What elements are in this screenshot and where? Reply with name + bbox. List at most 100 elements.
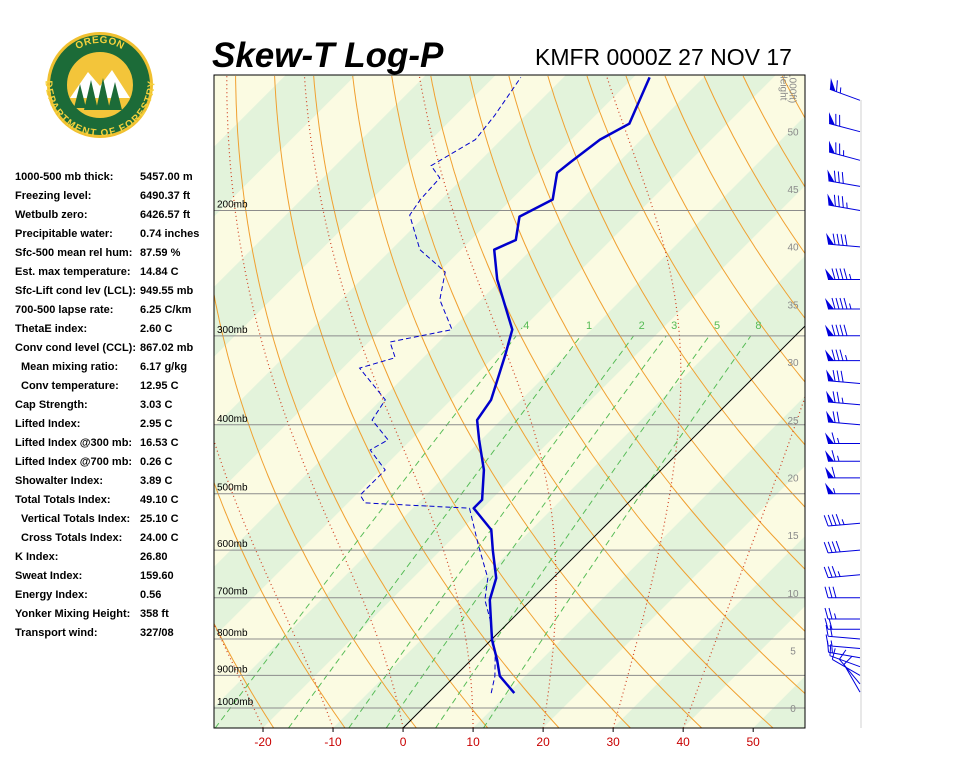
stat-label: Lifted Index @700 mb:	[15, 456, 132, 468]
barb-staff	[828, 170, 861, 187]
dry-adiabat	[586, 75, 805, 446]
barb-flag	[827, 169, 835, 182]
stat-value: 6.25 C/km	[140, 304, 192, 316]
temperature-band	[333, 256, 805, 728]
pressure-label: 1000mb	[217, 697, 254, 708]
barb-staff	[825, 634, 861, 649]
height-tick-label: 5	[790, 646, 796, 657]
height-tick-label: 10	[787, 589, 799, 600]
pressure-label: 800mb	[217, 628, 248, 639]
stat-label: Total Totals Index:	[15, 494, 111, 506]
barb-flag	[826, 369, 835, 382]
dry-adiabat	[469, 75, 805, 633]
freezing-isotherm	[402, 325, 805, 728]
barb-staff	[831, 648, 861, 676]
dry-adiabat	[899, 76, 960, 728]
wind-barb	[825, 450, 860, 462]
x-tick-label: -10	[324, 735, 342, 749]
mixing-ratio-line	[348, 335, 634, 728]
mixing-ratio-line	[385, 335, 667, 728]
plot: .4 1 2 3 5 8200mb300mb400mb500mb600mb700mb800…	[214, 75, 960, 728]
moist-adiabat	[682, 395, 805, 728]
x-tick-label: 10	[466, 735, 480, 749]
stat-value: 358 ft	[140, 608, 169, 620]
dry-adiabat	[313, 75, 631, 728]
temperature-band	[473, 396, 805, 728]
barb-staff	[843, 655, 861, 693]
temperature-line	[472, 76, 651, 694]
logo-top-text: OREGON	[74, 35, 126, 52]
wind-barb	[843, 655, 861, 693]
barb-staff	[828, 488, 860, 495]
height-tick-label: 30	[787, 358, 799, 369]
height-tick-label: 20	[787, 473, 799, 484]
barb-staff	[828, 432, 860, 444]
stat-value: 0.26 C	[140, 456, 172, 468]
pressure-label: 300mb	[217, 325, 248, 336]
barb-staff	[823, 566, 861, 579]
height-tick-label: 40	[787, 243, 799, 254]
wind-barb	[825, 297, 860, 310]
temperature-band	[753, 676, 805, 728]
mixing-ratio-line	[214, 335, 517, 728]
x-tick-label: 50	[747, 735, 761, 749]
barb-staff	[828, 450, 860, 462]
stat-label: Wetbulb zero:	[15, 209, 88, 221]
logo-top: OREGON	[74, 35, 126, 52]
mixing-ratio-label: 1	[586, 320, 592, 332]
wind-barb	[825, 432, 860, 444]
mixing-ratio-label: .4	[520, 320, 529, 332]
dry-adiabat	[274, 75, 560, 728]
wind-barb	[825, 466, 860, 479]
stat-label: Showalter Index:	[15, 475, 103, 487]
stat-label: Mean mixing ratio:	[21, 361, 118, 373]
temperature-band	[543, 466, 805, 728]
wind-barb	[825, 482, 860, 495]
wind-barb	[831, 648, 861, 676]
wind-barb	[828, 112, 861, 133]
wind-barb	[827, 193, 861, 211]
dry-adiabat	[703, 75, 805, 255]
mixing-ratio-label: 5	[714, 320, 720, 332]
barb-staff	[824, 586, 860, 599]
barb-staff	[828, 233, 861, 248]
wind-barb	[823, 514, 861, 527]
stat-label: Transport wind:	[15, 627, 98, 639]
barb-staff	[828, 370, 861, 384]
stat-value: 867.02 mb	[140, 342, 193, 354]
barb-flag	[829, 140, 835, 154]
wind-barb	[826, 390, 861, 406]
barb-staff	[828, 466, 860, 479]
stats-panel: 1000-500 mb thick: 5457.00 m Freezing leve…	[15, 171, 199, 639]
height-tick-label: 0	[790, 704, 796, 715]
dry-adiabat	[214, 481, 346, 728]
barb-staff	[827, 640, 861, 659]
stat-value: 2.95 C	[140, 418, 172, 430]
moist-adiabat	[214, 439, 334, 728]
wind-barb	[826, 410, 861, 426]
stat-value: 6426.57 ft	[140, 209, 190, 221]
wind-barb	[824, 586, 860, 599]
stat-value: 6490.37 ft	[140, 190, 190, 202]
barb-staff	[828, 411, 861, 426]
dewpoint-line	[358, 77, 522, 694]
temperature-band	[893, 75, 960, 728]
stat-label: K Index:	[15, 551, 58, 563]
stat-label: Conv temperature:	[21, 380, 119, 392]
stat-label: Cap Strength:	[15, 399, 88, 411]
plot-frame	[213, 74, 806, 729]
wind-barb	[828, 140, 861, 161]
title: Skew-T Log-P	[212, 36, 444, 75]
stat-label: ThetaE index:	[15, 323, 87, 335]
barb-staff	[828, 297, 860, 310]
barb-staff	[824, 607, 860, 620]
stat-value: 327/08	[140, 627, 174, 639]
stat-label: Sfc-Lift cond lev (LCL):	[15, 285, 136, 297]
barb-staff	[825, 624, 861, 640]
barb-flag	[825, 298, 834, 309]
barb-staff	[828, 113, 861, 133]
stat-label: 1000-500 mb thick:	[15, 171, 113, 183]
wind-barb	[824, 607, 860, 620]
stat-value: 6.17 g/kg	[140, 361, 187, 373]
stat-value: 5457.00 m	[140, 171, 193, 183]
